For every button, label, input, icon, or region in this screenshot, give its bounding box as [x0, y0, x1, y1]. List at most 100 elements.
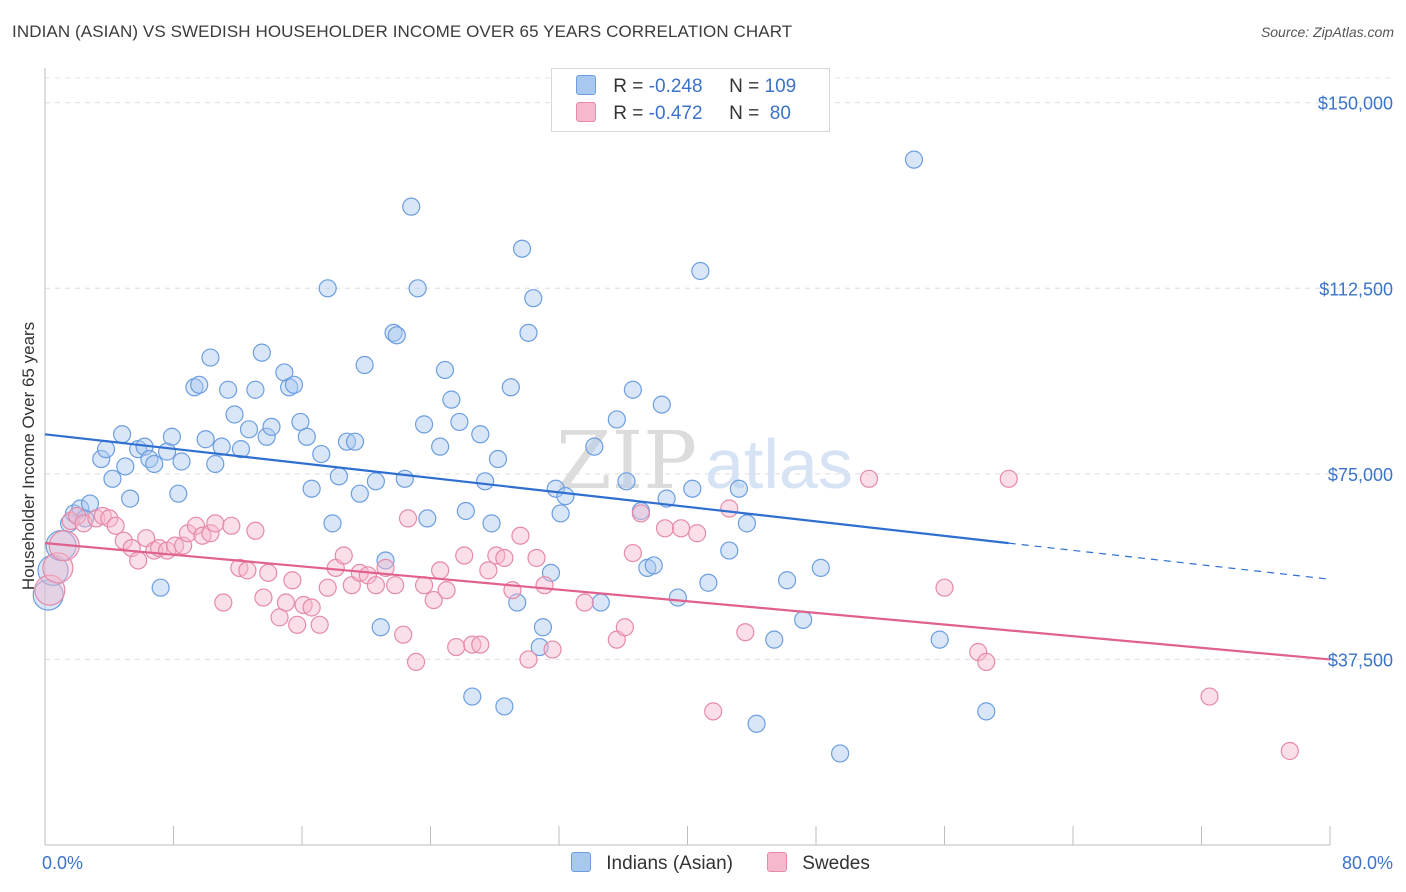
data-point[interactable]	[366, 576, 385, 595]
data-point[interactable]	[631, 504, 651, 523]
data-point[interactable]	[408, 279, 427, 298]
data-point[interactable]	[479, 561, 498, 580]
data-point[interactable]	[777, 571, 797, 590]
data-point[interactable]	[246, 380, 265, 399]
data-point[interactable]	[617, 472, 636, 491]
data-point[interactable]	[206, 454, 225, 474]
data-point[interactable]	[655, 519, 675, 538]
data-point[interactable]	[246, 521, 265, 540]
data-point[interactable]	[512, 239, 532, 258]
data-point[interactable]	[395, 469, 414, 488]
data-point[interactable]	[437, 581, 456, 600]
data-point[interactable]	[488, 449, 508, 469]
data-point[interactable]	[476, 472, 495, 491]
data-point[interactable]	[456, 501, 475, 521]
data-point[interactable]	[350, 484, 369, 503]
data-point[interactable]	[366, 472, 385, 491]
data-point[interactable]	[431, 561, 450, 580]
data-point[interactable]	[720, 499, 739, 518]
data-point[interactable]	[318, 279, 337, 298]
data-point[interactable]	[302, 479, 321, 498]
data-point[interactable]	[112, 425, 132, 444]
data-point[interactable]	[262, 417, 281, 436]
data-point[interactable]	[830, 744, 850, 763]
data-point[interactable]	[591, 593, 610, 612]
data-point[interactable]	[524, 289, 543, 308]
data-point[interactable]	[398, 509, 418, 528]
data-point[interactable]	[435, 360, 455, 380]
data-point[interactable]	[334, 546, 353, 565]
data-point[interactable]	[201, 524, 220, 543]
data-point[interactable]	[652, 395, 671, 414]
data-point[interactable]	[859, 469, 879, 488]
data-point[interactable]	[186, 516, 206, 535]
data-point[interactable]	[201, 348, 220, 367]
data-point[interactable]	[543, 640, 562, 659]
data-point[interactable]	[1280, 741, 1299, 761]
data-point[interactable]	[414, 415, 434, 434]
data-point[interactable]	[450, 412, 469, 432]
data-point[interactable]	[644, 556, 663, 575]
data-point[interactable]	[688, 524, 707, 543]
data-point[interactable]	[623, 543, 642, 563]
data-point[interactable]	[999, 469, 1018, 488]
data-point[interactable]	[116, 457, 135, 476]
data-point[interactable]	[495, 697, 514, 716]
data-point[interactable]	[394, 625, 413, 644]
data-point[interactable]	[151, 578, 170, 597]
data-point[interactable]	[747, 714, 766, 733]
data-point[interactable]	[371, 618, 390, 637]
data-point[interactable]	[172, 452, 191, 471]
series-legend-indians[interactable]: Indians (Asian)	[571, 852, 733, 875]
data-point[interactable]	[323, 514, 342, 533]
data-point[interactable]	[535, 576, 554, 595]
data-point[interactable]	[737, 514, 757, 533]
data-point[interactable]	[904, 150, 924, 169]
data-point[interactable]	[196, 430, 215, 449]
data-point[interactable]	[145, 541, 164, 560]
data-point[interactable]	[288, 615, 307, 634]
series-legend-swedes[interactable]: Swedes	[767, 852, 870, 875]
data-point[interactable]	[169, 484, 188, 503]
data-point[interactable]	[92, 449, 111, 469]
data-point[interactable]	[387, 326, 406, 345]
data-point[interactable]	[312, 444, 331, 464]
data-point[interactable]	[1200, 687, 1219, 706]
data-point[interactable]	[683, 479, 702, 498]
data-point[interactable]	[431, 437, 450, 456]
data-point[interactable]	[129, 551, 148, 570]
data-point[interactable]	[103, 469, 122, 488]
data-point[interactable]	[219, 380, 238, 399]
data-point[interactable]	[495, 548, 514, 568]
data-point[interactable]	[575, 593, 594, 612]
data-point[interactable]	[519, 323, 538, 342]
data-point[interactable]	[100, 509, 119, 528]
data-point[interactable]	[671, 519, 691, 538]
data-point[interactable]	[623, 380, 642, 399]
data-point[interactable]	[206, 514, 225, 533]
data-point[interactable]	[68, 506, 87, 526]
data-point[interactable]	[239, 420, 259, 439]
data-point[interactable]	[222, 516, 241, 535]
data-point[interactable]	[720, 541, 739, 560]
data-point[interactable]	[310, 615, 329, 634]
data-point[interactable]	[424, 590, 443, 610]
data-point[interactable]	[442, 390, 461, 409]
data-point[interactable]	[585, 437, 604, 456]
data-point[interactable]	[276, 593, 296, 612]
data-point[interactable]	[96, 440, 116, 459]
data-point[interactable]	[257, 427, 276, 446]
data-point[interactable]	[384, 323, 403, 342]
data-point[interactable]	[471, 425, 490, 444]
data-point[interactable]	[106, 516, 125, 535]
data-point[interactable]	[386, 576, 405, 595]
data-point[interactable]	[214, 593, 233, 612]
data-point[interactable]	[977, 702, 996, 721]
data-point[interactable]	[736, 623, 755, 642]
data-point[interactable]	[418, 509, 437, 528]
data-point[interactable]	[471, 635, 490, 654]
data-point[interactable]	[527, 548, 546, 568]
data-point[interactable]	[355, 355, 374, 375]
data-point[interactable]	[376, 551, 395, 570]
data-point[interactable]	[231, 440, 251, 459]
